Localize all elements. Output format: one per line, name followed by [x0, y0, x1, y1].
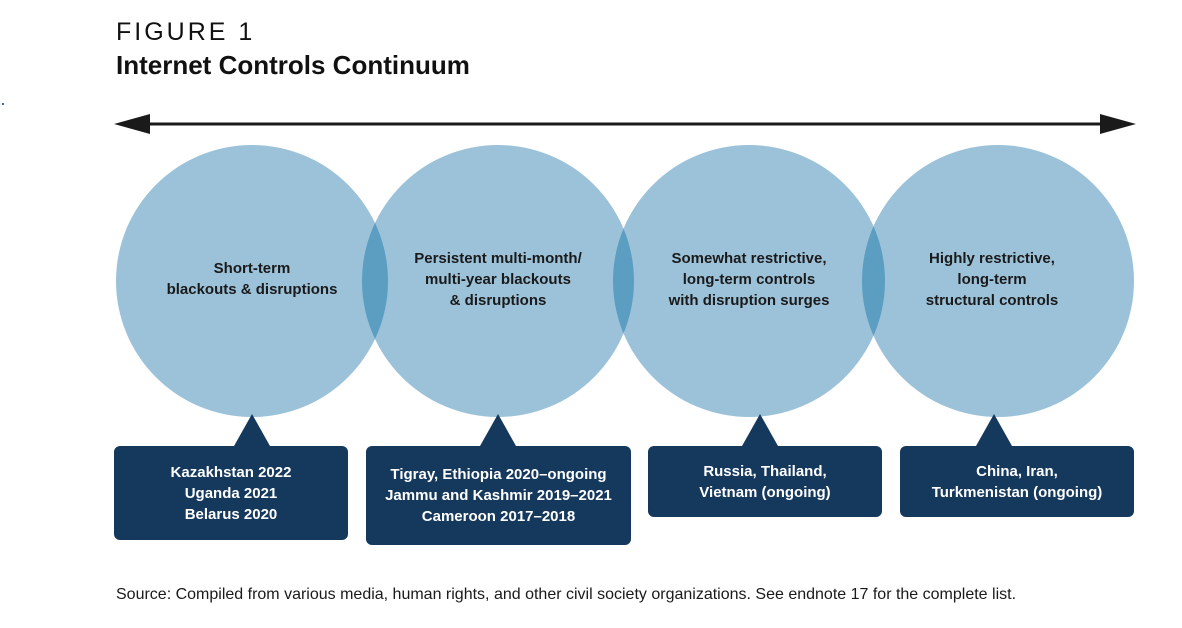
stage-label-line: multi-year blackouts — [425, 271, 571, 288]
examples-box-3: Russia, Thailand, Vietnam (ongoing) — [648, 446, 882, 517]
example-line: Kazakhstan 2022 — [170, 463, 292, 481]
pointer-triangle-1 — [234, 414, 270, 446]
example-line: Belarus 2020 — [184, 505, 278, 523]
stage-label-4: Highly restrictive, long-term structural… — [892, 248, 1092, 311]
pointer-triangle-4 — [976, 414, 1012, 446]
figure-label: FIGURE 1 — [116, 18, 256, 46]
stage-label-line: Somewhat restrictive, — [671, 250, 827, 267]
example-line: China, Iran, — [976, 462, 1058, 480]
examples-box-2: Tigray, Ethiopia 2020–ongoing Jammu and … — [366, 446, 631, 545]
pointer-triangle-2 — [480, 414, 516, 446]
pointer-triangle-3 — [742, 414, 778, 446]
stage-circle-3 — [613, 145, 885, 417]
example-line: Tigray, Ethiopia 2020–ongoing — [390, 466, 607, 483]
example-line: Cameroon 2017–2018 — [421, 508, 576, 525]
stage-label-1: Short-term blackouts & disruptions — [152, 258, 352, 300]
stage-label-line: Highly restrictive, — [929, 250, 1055, 267]
stage-label-line: long-term controls — [682, 271, 816, 288]
arrow-right-head — [1100, 114, 1136, 134]
stray-dot — [2, 103, 4, 105]
stage-label-line: with disruption surges — [668, 292, 830, 309]
stage-label-line: Short-term — [213, 260, 291, 277]
example-line: Turkmenistan (ongoing) — [931, 483, 1103, 501]
source-note: Source: Compiled from various media, hum… — [116, 586, 1017, 603]
stage-label-2: Persistent multi-month/ multi-year black… — [398, 248, 598, 311]
stage-label-line: & disruptions — [449, 292, 547, 309]
examples-box-4: China, Iran, Turkmenistan (ongoing) — [900, 446, 1134, 517]
figure-title: Internet Controls Continuum — [116, 50, 470, 80]
stage-label-line: structural controls — [925, 292, 1059, 309]
stage-circle-2 — [362, 145, 634, 417]
stage-label-line: Persistent multi-month/ — [414, 250, 582, 267]
example-line: Uganda 2021 — [184, 484, 278, 502]
arrow-left-head — [114, 114, 150, 134]
example-line: Jammu and Kashmir 2019–2021 — [385, 487, 612, 504]
stage-circle-4 — [862, 145, 1134, 417]
stage-label-3: Somewhat restrictive, long-term controls… — [649, 248, 849, 311]
example-line: Vietnam (ongoing) — [699, 483, 831, 501]
stage-label-line: blackouts & disruptions — [166, 281, 338, 298]
examples-box-1: Kazakhstan 2022 Uganda 2021 Belarus 2020 — [114, 446, 348, 540]
stage-circle-1 — [116, 145, 388, 417]
stage-label-line: long-term — [957, 271, 1027, 288]
example-line: Russia, Thailand, — [703, 462, 827, 480]
